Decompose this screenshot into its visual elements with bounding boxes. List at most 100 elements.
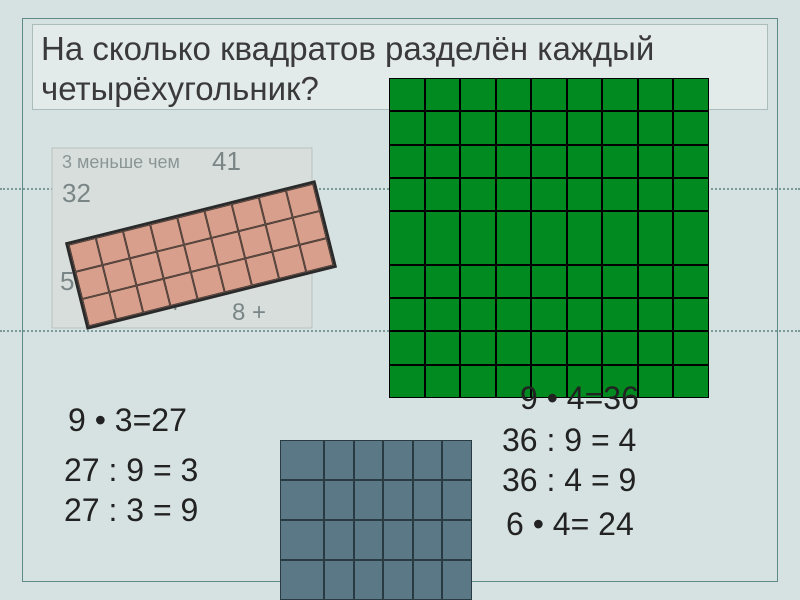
cell [531, 145, 567, 178]
cell [425, 78, 461, 111]
cell [567, 211, 603, 264]
cell [567, 331, 603, 364]
cell [496, 178, 532, 211]
cell [567, 145, 603, 178]
pink-grid-wrap: 3 меньше чем 41 32 6 – 5 44 + 4 8 + [42, 140, 332, 340]
cell [531, 78, 567, 111]
cell [638, 298, 674, 331]
cell [425, 265, 461, 298]
cell [496, 145, 532, 178]
cell [496, 211, 532, 264]
cell [324, 480, 354, 520]
cell [442, 480, 472, 520]
cell [496, 331, 532, 364]
cell [531, 178, 567, 211]
cell [460, 365, 496, 398]
cell [673, 78, 709, 111]
cell [280, 480, 324, 520]
cell [602, 78, 638, 111]
bg-text-3: 32 [62, 178, 91, 208]
cell [413, 480, 443, 520]
cell [638, 78, 674, 111]
cell [460, 111, 496, 144]
cell [673, 111, 709, 144]
cell [324, 560, 354, 600]
bg-text-2: 41 [212, 146, 241, 176]
cell [673, 298, 709, 331]
cell [638, 331, 674, 364]
cell [638, 265, 674, 298]
cell [638, 145, 674, 178]
cell [460, 211, 496, 264]
cell [638, 365, 674, 398]
cell [354, 480, 384, 520]
cell [383, 480, 413, 520]
cell [567, 265, 603, 298]
cell [389, 298, 425, 331]
cell [673, 265, 709, 298]
eq-left-2: 27 : 9 = 3 [64, 452, 198, 489]
cell [389, 365, 425, 398]
cell [280, 520, 324, 560]
eq-right-4: 6 • 4= 24 [506, 506, 634, 543]
cell [425, 178, 461, 211]
cell [673, 331, 709, 364]
cell [602, 331, 638, 364]
cell [460, 178, 496, 211]
cell [638, 111, 674, 144]
cell [496, 111, 532, 144]
cell [324, 440, 354, 480]
cell [425, 211, 461, 264]
cell [496, 78, 532, 111]
cell [638, 178, 674, 211]
cell [567, 78, 603, 111]
cell [531, 211, 567, 264]
cell [389, 145, 425, 178]
cell [531, 298, 567, 331]
cell [389, 265, 425, 298]
eq-right-3: 36 : 4 = 9 [502, 462, 636, 499]
cell [425, 365, 461, 398]
cell [389, 178, 425, 211]
cell [602, 145, 638, 178]
cell [567, 298, 603, 331]
cell [496, 265, 532, 298]
cell [413, 520, 443, 560]
cell [389, 211, 425, 264]
bg-text-1: 3 меньше чем [62, 152, 180, 172]
cell [425, 145, 461, 178]
cell [389, 111, 425, 144]
cell [460, 298, 496, 331]
cell [460, 78, 496, 111]
cell [389, 78, 425, 111]
cell [602, 265, 638, 298]
cell [442, 520, 472, 560]
cell [354, 560, 384, 600]
cell [425, 331, 461, 364]
eq-left-3: 27 : 3 = 9 [64, 492, 198, 529]
cell [460, 331, 496, 364]
cell [354, 520, 384, 560]
cell [383, 560, 413, 600]
cell [425, 298, 461, 331]
cell [673, 211, 709, 264]
eq-left-1: 9 • 3=27 [68, 402, 187, 439]
blue-grid [280, 440, 472, 600]
cell [425, 111, 461, 144]
cell [602, 211, 638, 264]
cell [531, 265, 567, 298]
cell [673, 365, 709, 398]
cell [442, 560, 472, 600]
cell [673, 145, 709, 178]
cell [442, 440, 472, 480]
eq-right-2: 36 : 9 = 4 [502, 422, 636, 459]
cell [531, 111, 567, 144]
cell [389, 331, 425, 364]
cell [567, 111, 603, 144]
cell [567, 178, 603, 211]
cell [280, 440, 324, 480]
cell [602, 111, 638, 144]
cell [299, 238, 333, 272]
eq-right-1: 9 • 4=36 [520, 380, 639, 417]
cell [383, 440, 413, 480]
